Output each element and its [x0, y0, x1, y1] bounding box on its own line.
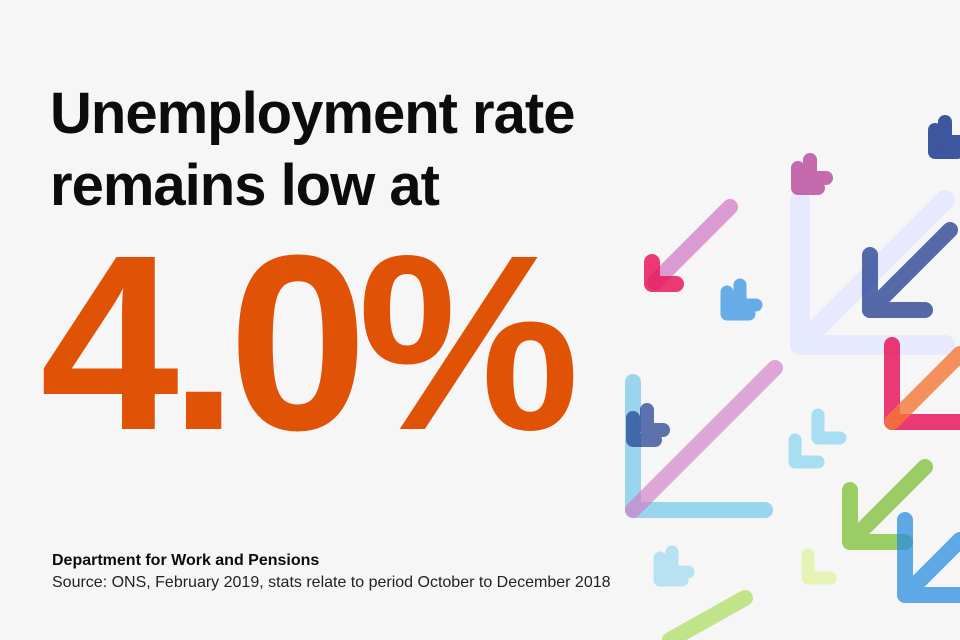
decorative-arrows	[625, 115, 960, 640]
arrow-down-left-icon	[644, 254, 684, 292]
arrow-down-left-icon	[653, 545, 695, 587]
arrow-down-left-icon	[791, 153, 833, 195]
arrow-down-left-icon	[884, 346, 960, 430]
arrow-down-left-icon	[720, 278, 763, 321]
arrow-down-left-icon	[842, 459, 933, 550]
source-note: Source: ONS, February 2019, stats relate…	[52, 574, 611, 591]
arrow-down-left-icon	[788, 408, 847, 469]
organisation-name: Department for Work and Pensions	[52, 552, 320, 569]
arrow-down-left-icon	[801, 548, 837, 585]
arrow-down-left-icon	[897, 512, 960, 603]
arrow-down-left-icon	[647, 199, 738, 290]
arrow-down-left-icon	[862, 222, 958, 318]
arrow-down-left-icon	[662, 590, 753, 640]
unemployment-rate-value: 4.0%	[40, 203, 580, 482]
arrow-down-left-icon	[626, 403, 670, 447]
headline: Unemployment rate remains low at	[50, 78, 575, 222]
headline-line-1: Unemployment rate	[50, 81, 575, 146]
arrow-down-left-icon	[625, 360, 783, 518]
arrow-down-left-icon	[928, 115, 960, 159]
footer: Department for Work and Pensions Source:…	[52, 550, 611, 594]
headline-line-2: remains low at	[50, 153, 440, 218]
